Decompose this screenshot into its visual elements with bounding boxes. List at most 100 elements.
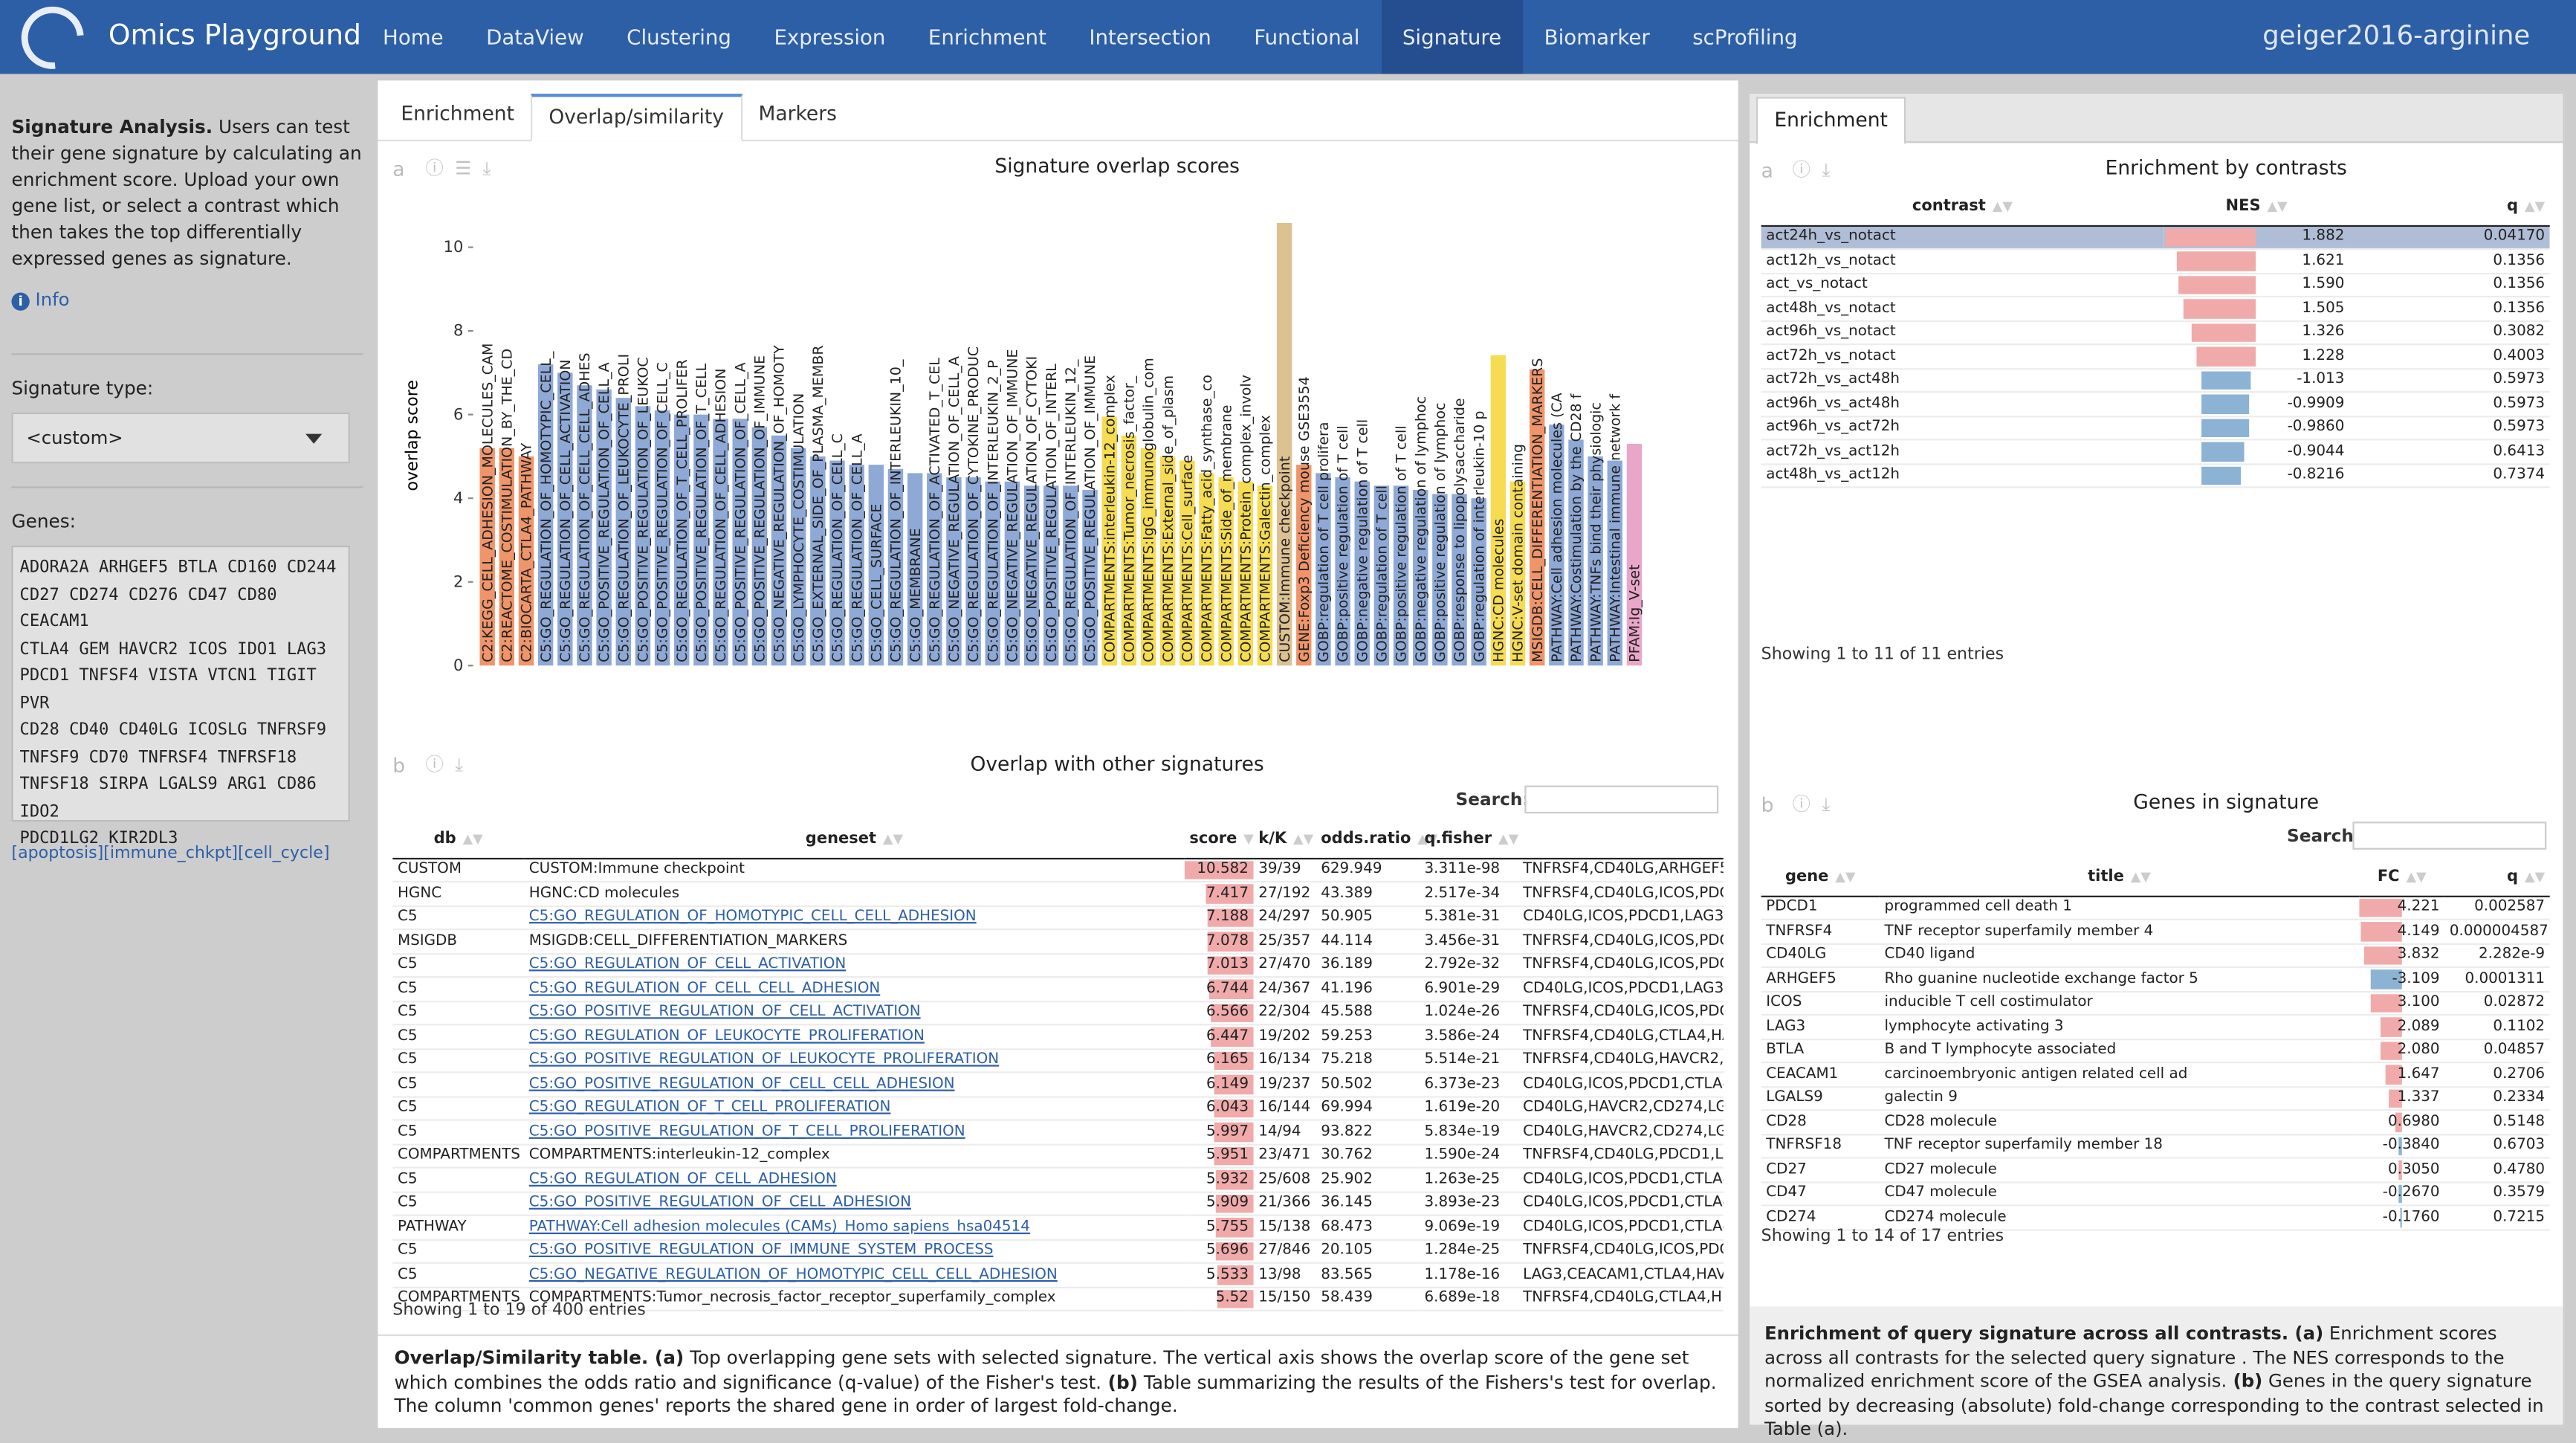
- chart-bar[interactable]: [1413, 489, 1428, 666]
- table-row[interactable]: C5 C5:GO_REGULATION_OF_T_CELL_PROLIFERATI…: [392, 1096, 1724, 1121]
- col-kK[interactable]: k/K ▲▼: [1253, 821, 1316, 859]
- genes-textarea[interactable]: ADORA2A ARHGEF5 BTLA CD160 CD244 CD27 CD…: [11, 545, 350, 848]
- chart-bar[interactable]: [1626, 444, 1643, 666]
- table-row[interactable]: act96h_vs_act72h -0.9860 0.5973: [1761, 416, 2550, 441]
- chart-bar[interactable]: [518, 456, 534, 666]
- chart-bar[interactable]: [1101, 416, 1117, 666]
- chart-bar[interactable]: [985, 481, 1000, 666]
- chart-bar[interactable]: [927, 473, 942, 666]
- chart-bar[interactable]: [1159, 456, 1176, 666]
- chart-bar[interactable]: [1276, 222, 1292, 666]
- chart-bar[interactable]: [1373, 485, 1390, 666]
- chart-bar[interactable]: [1140, 448, 1156, 666]
- signature-type-select[interactable]: <custom>: [11, 412, 350, 464]
- cell-geneset[interactable]: COMPARTMENTS:Tumor_necrosis_factor_recep…: [524, 1286, 1185, 1311]
- table-row[interactable]: LAG3 lymphocyte activating 3 2.089 0.1102: [1761, 1014, 2550, 1040]
- chart-bar[interactable]: [499, 448, 515, 666]
- table-row[interactable]: C5 C5:GO_POSITIVE_REGULATION_OF_T_CELL_PR…: [392, 1120, 1724, 1145]
- table-row[interactable]: act48h_vs_act12h -0.8216 0.7374: [1761, 463, 2550, 488]
- chart-bar[interactable]: [1529, 369, 1545, 666]
- table-row[interactable]: act72h_vs_act12h -0.9044 0.6413: [1761, 439, 2550, 465]
- table-row[interactable]: TNFRSF18 TNF receptor superfamily member …: [1761, 1134, 2550, 1159]
- download-icon[interactable]: ⤓: [455, 754, 475, 776]
- chart-bar[interactable]: [1257, 485, 1273, 666]
- chart-bar[interactable]: [946, 477, 962, 666]
- chart-bar[interactable]: [1509, 481, 1526, 666]
- table-row[interactable]: act24h_vs_notact 1.882 0.04170: [1761, 225, 2550, 250]
- cell-geneset[interactable]: C5:GO_POSITIVE_REGULATION_OF_LEUKOCYTE_P…: [524, 1048, 1185, 1074]
- chart-bar[interactable]: [1549, 424, 1564, 666]
- chart-bar[interactable]: [1296, 465, 1312, 666]
- col-geneset[interactable]: geneset ▲▼: [524, 821, 1185, 859]
- col-q[interactable]: q ▲▼: [2349, 189, 2550, 226]
- table-row[interactable]: act96h_vs_act48h -0.9909 0.5973: [1761, 392, 2550, 417]
- cell-geneset[interactable]: C5:GO_REGULATION_OF_LEUKOCYTE_PROLIFERAT…: [524, 1024, 1185, 1050]
- cell-geneset[interactable]: PATHWAY:Cell adhesion molecules (CAMs)_H…: [524, 1215, 1185, 1240]
- nav-dataview[interactable]: DataView: [486, 25, 584, 50]
- chart-bar[interactable]: [1335, 477, 1350, 666]
- chart-bar[interactable]: [693, 414, 709, 666]
- table-row[interactable]: LGALS9 galectin 9 1.337 0.2334: [1761, 1086, 2550, 1111]
- chart-bar[interactable]: [965, 477, 981, 666]
- table-row[interactable]: C5 C5:GO_POSITIVE_REGULATION_OF_CELL_CELL…: [392, 1072, 1724, 1097]
- nav-functional[interactable]: Functional: [1254, 25, 1360, 50]
- table-row[interactable]: MSIGDB MSIGDB:CELL_DIFFERENTIATION_MARKER…: [392, 929, 1724, 955]
- chart-bar[interactable]: [635, 406, 651, 666]
- table-row[interactable]: C5 C5:GO_REGULATION_OF_CELL_CELL_ADHESION…: [392, 977, 1724, 1002]
- chart-bar[interactable]: [1315, 473, 1331, 666]
- chart-bar[interactable]: [1568, 439, 1584, 666]
- chart-bar[interactable]: [1043, 485, 1059, 666]
- table-row[interactable]: COMPARTMENTS COMPARTMENTS:interleukin-12_…: [392, 1143, 1724, 1169]
- col-contrast[interactable]: contrast ▲▼: [1761, 189, 2164, 226]
- col-db[interactable]: db ▲▼: [392, 821, 525, 859]
- chart-bar[interactable]: [751, 427, 768, 666]
- chart-bar[interactable]: [810, 456, 826, 666]
- table-row[interactable]: PATHWAY PATHWAY:Cell adhesion molecules (…: [392, 1215, 1724, 1240]
- chart-bar[interactable]: [1432, 494, 1448, 666]
- info-icon[interactable]: ⓘ: [1792, 793, 1822, 816]
- nav-enrichment[interactable]: Enrichment: [928, 25, 1046, 50]
- col-gene[interactable]: gene ▲▼: [1761, 859, 1880, 897]
- chart-bar[interactable]: [615, 398, 631, 666]
- cell-geneset[interactable]: C5:GO_POSITIVE_REGULATION_OF_CELL_CELL_A…: [524, 1072, 1185, 1097]
- table-row[interactable]: act72h_vs_notact 1.228 0.4003: [1761, 344, 2550, 369]
- table-row[interactable]: C5 C5:GO_POSITIVE_REGULATION_OF_CELL_ACTI…: [392, 1001, 1724, 1026]
- info-icon[interactable]: ⓘ: [1792, 159, 1822, 181]
- nav-signature[interactable]: Signature: [1381, 0, 1523, 74]
- table-row[interactable]: TNFRSF4 TNF receptor superfamily member 4…: [1761, 919, 2550, 944]
- chart-bar[interactable]: [1004, 481, 1020, 666]
- nav-home[interactable]: Home: [383, 25, 444, 50]
- col-q[interactable]: q ▲▼: [2444, 859, 2550, 897]
- col-title[interactable]: title ▲▼: [1879, 859, 2360, 897]
- chart-bar[interactable]: [771, 435, 787, 666]
- cell-geneset[interactable]: C5:GO_REGULATION_OF_T_CELL_PROLIFERATION: [524, 1096, 1185, 1121]
- chart-bar[interactable]: [1063, 485, 1078, 666]
- cell-geneset[interactable]: CUSTOM:Immune checkpoint: [524, 857, 1185, 883]
- table-row[interactable]: C5 C5:GO_REGULATION_OF_LEUKOCYTE_PROLIFER…: [392, 1024, 1724, 1050]
- table-row[interactable]: BTLA B and T lymphocyte associated 2.080 0.…: [1761, 1039, 2550, 1064]
- chart-bar[interactable]: [713, 419, 728, 666]
- search-input[interactable]: [1524, 785, 1719, 814]
- chart-bar[interactable]: [1471, 498, 1486, 666]
- cell-geneset[interactable]: COMPARTMENTS:interleukin-12_complex: [524, 1143, 1185, 1169]
- tab-overlap-similarity[interactable]: Overlap/similarity: [531, 93, 742, 142]
- nav-clustering[interactable]: Clustering: [627, 25, 731, 50]
- table-row[interactable]: CUSTOM CUSTOM:Immune checkpoint 10.582 39/3…: [392, 857, 1724, 883]
- cell-geneset[interactable]: C5:GO_POSITIVE_REGULATION_OF_T_CELL_PROL…: [524, 1120, 1185, 1145]
- table-row[interactable]: CD47 CD47 molecule -0.2670 0.3579: [1761, 1181, 2550, 1207]
- table-row[interactable]: act72h_vs_act48h -1.013 0.5973: [1761, 368, 2550, 393]
- chart-bar[interactable]: [1082, 489, 1098, 666]
- col-fc[interactable]: FC ▲▼: [2359, 859, 2445, 897]
- app-logo-icon[interactable]: [8, 0, 97, 83]
- table-row[interactable]: CD40LG CD40 ligand 3.832 2.282e-9: [1761, 943, 2550, 968]
- chart-bar[interactable]: [1121, 435, 1137, 666]
- chart-bar[interactable]: [887, 468, 904, 666]
- table-row[interactable]: act_vs_notact 1.590 0.1356: [1761, 272, 2550, 298]
- cell-geneset[interactable]: C5:GO_POSITIVE_REGULATION_OF_CELL_ADHESI…: [524, 1191, 1185, 1216]
- tab-right-enrichment[interactable]: Enrichment: [1756, 97, 1906, 145]
- chart-bar[interactable]: [654, 410, 670, 666]
- table-row[interactable]: C5 C5:GO_NEGATIVE_REGULATION_OF_HOMOTYPIC…: [392, 1262, 1724, 1288]
- table-row[interactable]: C5 C5:GO_POSITIVE_REGULATION_OF_LEUKOCYTE…: [392, 1048, 1724, 1074]
- table-row[interactable]: C5 C5:GO_POSITIVE_REGULATION_OF_IMMUNE_SY…: [392, 1239, 1724, 1264]
- menu-icon[interactable]: ☰: [455, 158, 483, 179]
